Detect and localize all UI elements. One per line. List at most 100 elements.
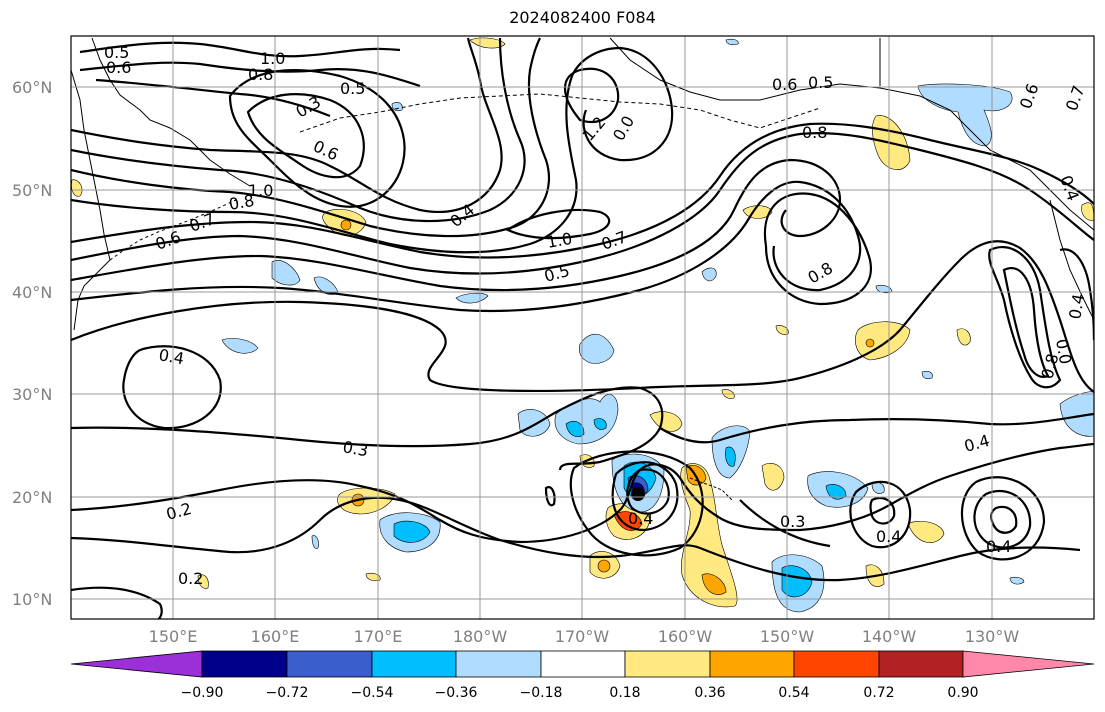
contour-line (71, 46, 674, 254)
contour-line (849, 480, 912, 549)
negative-core (593, 418, 607, 430)
contour-line (71, 37, 503, 213)
contour-line (739, 499, 831, 548)
contour-line (988, 245, 1062, 389)
contour-label: 0.6 (1016, 81, 1043, 111)
longitude-label: 170°W (555, 627, 610, 646)
longitude-label: 150°W (760, 627, 815, 646)
contour-line (122, 345, 222, 430)
contour-line (659, 412, 1094, 444)
negative-patch (271, 260, 301, 286)
colorbar (70, 650, 1095, 678)
contour-label: 0.4 (628, 509, 653, 528)
longitude-label: 150°E (149, 627, 198, 646)
contour-line (95, 78, 331, 118)
negative-core (825, 484, 847, 500)
positive-patch (365, 572, 381, 582)
contour-label: 1.0 (248, 181, 273, 200)
contour-label: 0.5 (542, 261, 572, 286)
colorbar-segment (371, 650, 457, 678)
contour-label: 0.6 (153, 227, 183, 254)
latitude-label: 10°N (12, 590, 52, 609)
colorbar-extend-high (962, 650, 1095, 678)
negative-patch (554, 394, 619, 445)
colorbar-ticks: −0.90 −0.72 −0.54 −0.36 −0.18 0.18 0.36 … (181, 685, 979, 701)
colorbar-tick-label: 0.54 (778, 685, 809, 701)
contour-label: 0.4 (1056, 173, 1083, 203)
longitude-label: 170°E (354, 627, 403, 646)
contour-label: 0.0 (1052, 337, 1075, 365)
colorbar-tick-label: −0.72 (266, 685, 309, 701)
positive-patch (907, 521, 945, 543)
positive-patch (197, 574, 209, 589)
contour-label: 0.4 (986, 537, 1011, 556)
contour-label: 0.4 (876, 527, 901, 546)
contour-line (71, 240, 1094, 393)
asia-coast (71, 69, 111, 331)
contour-label: 0.7 (1062, 83, 1089, 113)
colorbar-tick-label: −0.18 (520, 685, 563, 701)
positive-core (613, 511, 643, 531)
contour-line (228, 68, 406, 208)
colorbar-tick-label: −0.90 (181, 685, 224, 701)
gridlines (71, 36, 1094, 619)
latitude-label: 40°N (12, 283, 52, 302)
positive-core (701, 573, 727, 595)
colorbar-tick-label: 0.90 (947, 685, 978, 701)
alaska-coast (609, 37, 1094, 231)
colorbar-segment (201, 650, 288, 678)
negative-patch (871, 482, 885, 494)
contour-label: 0.7 (187, 209, 217, 236)
colorbar-tick-label: 0.36 (694, 685, 725, 701)
contour-line (79, 61, 421, 88)
negative-patch (455, 292, 489, 304)
colorbar-segment (624, 650, 711, 678)
contour-label: 0.5 (104, 43, 129, 62)
contour-label: 0.3 (341, 437, 369, 460)
negative-patch (311, 535, 319, 549)
contour-line (71, 158, 842, 292)
colorbar-segment (709, 650, 795, 678)
bc-coast (1049, 199, 1094, 321)
contour-line (71, 496, 1081, 582)
contour-label: 0.6 (106, 58, 131, 77)
contour-label: 0.8 (802, 123, 827, 142)
contour-line (71, 37, 551, 238)
contour-line (960, 476, 1046, 561)
colorbar-segment (286, 650, 373, 678)
contour-label: 0.3 (780, 512, 805, 531)
contour-label: 0.2 (178, 569, 203, 588)
aleutian-islands (299, 93, 821, 133)
longitude-label: 160°W (658, 627, 713, 646)
contour-label: 0.8 (227, 191, 255, 214)
latitude-label: 60°N (12, 78, 52, 97)
longitude-label: 180°W (453, 627, 508, 646)
hawaii-islands (689, 477, 733, 501)
contour-label: 0.8 (248, 65, 273, 84)
contour-line (71, 37, 526, 223)
negative-patch (725, 38, 739, 46)
colorbar-segment (540, 650, 626, 678)
contour-labels: 0.5 0.6 1.0 0.8 0.5 0.3 0.6 1.0 0.8 0.6 … (104, 43, 1088, 588)
kamchatka-coast (91, 37, 251, 187)
negative-patch (517, 409, 551, 437)
colorbar-tick-label: −0.36 (435, 685, 478, 701)
contour-line (763, 192, 873, 306)
contour-line (869, 496, 896, 525)
map-title: 2024082400 F084 (509, 8, 656, 27)
contour-label: 0.0 (609, 112, 638, 144)
contour-label: 0.6 (772, 75, 797, 94)
negative-core (631, 487, 645, 501)
contour-label: 0.4 (446, 200, 478, 231)
colorbar-tick-label: 0.18 (609, 685, 640, 701)
colorbar-tick-label: −0.54 (351, 685, 394, 701)
latitude-label: 30°N (12, 385, 52, 404)
contour-line (544, 486, 556, 507)
positive-patch (761, 463, 785, 491)
contour-line (990, 505, 1018, 534)
negative-patch (221, 338, 259, 354)
contour-line (71, 132, 1094, 275)
negative-core (565, 421, 585, 437)
positive-core (340, 219, 352, 231)
longitude-label: 160°E (251, 627, 300, 646)
